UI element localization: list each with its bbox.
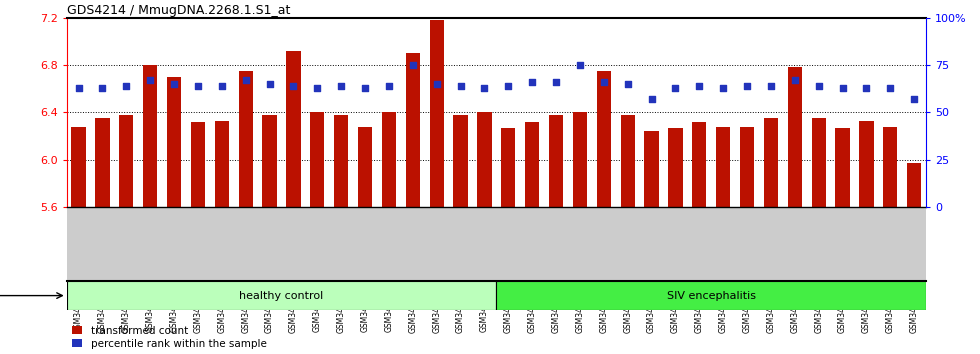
Bar	[143, 65, 158, 207]
Bar	[72, 127, 85, 207]
Bar	[907, 163, 921, 207]
Point	[572, 62, 588, 68]
Bar	[358, 127, 372, 207]
Point	[787, 78, 803, 83]
Legend: transformed count, percentile rank within the sample: transformed count, percentile rank withi…	[72, 326, 267, 349]
Point	[429, 81, 445, 87]
Bar	[859, 121, 873, 207]
Point	[692, 83, 708, 89]
Point	[763, 83, 779, 89]
Bar	[406, 53, 420, 207]
Text: SIV encephalitis: SIV encephalitis	[666, 291, 756, 301]
Point	[405, 62, 420, 68]
Bar	[597, 71, 611, 207]
Point	[906, 96, 922, 102]
Bar	[549, 115, 564, 207]
Point	[453, 83, 468, 89]
Point	[715, 85, 731, 91]
Bar	[763, 118, 778, 207]
Bar	[382, 113, 396, 207]
Point	[596, 79, 612, 85]
Point	[95, 85, 111, 91]
Bar	[501, 128, 515, 207]
Point	[644, 96, 660, 102]
Text: GDS4214 / MmugDNA.2268.1.S1_at: GDS4214 / MmugDNA.2268.1.S1_at	[67, 4, 290, 17]
Bar	[215, 121, 229, 207]
Point	[524, 79, 540, 85]
Point	[71, 85, 86, 91]
Bar	[167, 77, 181, 207]
Point	[262, 81, 277, 87]
Bar	[811, 118, 826, 207]
Bar	[645, 131, 659, 207]
Bar	[692, 122, 707, 207]
Text: healthy control: healthy control	[239, 291, 323, 301]
Bar	[263, 115, 276, 207]
Bar	[191, 122, 205, 207]
Bar	[286, 51, 301, 207]
Bar	[454, 115, 467, 207]
Point	[858, 85, 874, 91]
Bar	[525, 122, 539, 207]
Point	[333, 83, 349, 89]
Point	[119, 83, 134, 89]
Bar	[496, 281, 926, 310]
Point	[142, 78, 158, 83]
Bar	[95, 118, 110, 207]
Bar	[120, 115, 133, 207]
Bar	[67, 281, 497, 310]
Bar	[572, 113, 587, 207]
Bar	[620, 115, 635, 207]
Point	[835, 85, 851, 91]
Bar	[716, 127, 730, 207]
Bar	[429, 20, 444, 207]
Point	[238, 78, 254, 83]
Bar	[238, 71, 253, 207]
Point	[214, 83, 229, 89]
Point	[548, 79, 564, 85]
Bar	[334, 115, 348, 207]
Bar	[835, 128, 850, 207]
Point	[739, 83, 755, 89]
Bar	[740, 127, 755, 207]
Bar	[477, 113, 492, 207]
Point	[619, 81, 635, 87]
Point	[167, 81, 182, 87]
Point	[310, 85, 325, 91]
Bar	[788, 67, 802, 207]
Point	[285, 83, 301, 89]
Point	[501, 83, 516, 89]
Point	[358, 85, 373, 91]
Point	[190, 83, 206, 89]
Point	[476, 85, 492, 91]
Point	[882, 85, 898, 91]
Point	[381, 83, 397, 89]
Point	[810, 83, 826, 89]
Bar	[883, 127, 898, 207]
Point	[667, 85, 683, 91]
Bar	[310, 113, 324, 207]
Bar	[668, 128, 683, 207]
